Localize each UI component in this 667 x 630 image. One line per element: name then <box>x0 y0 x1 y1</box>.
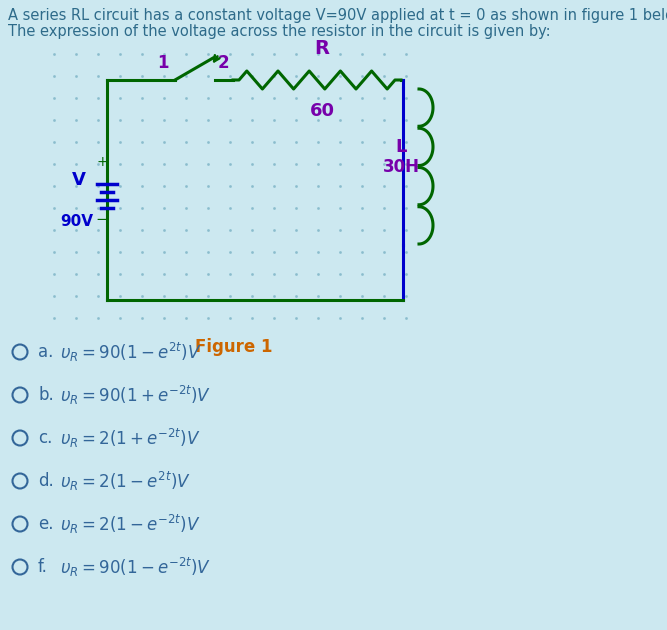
Text: 30H: 30H <box>382 159 420 176</box>
Text: b.: b. <box>38 386 54 404</box>
Text: a.: a. <box>38 343 53 361</box>
Text: −: − <box>95 212 108 227</box>
Text: V: V <box>72 171 86 189</box>
Text: 1: 1 <box>157 54 169 72</box>
Text: +: + <box>96 155 108 169</box>
Text: $\upsilon_R = 90(1 - e^{2t})V$: $\upsilon_R = 90(1 - e^{2t})V$ <box>60 340 201 364</box>
Text: e.: e. <box>38 515 53 533</box>
Text: $\upsilon_R = 2(1 - e^{-2t})V$: $\upsilon_R = 2(1 - e^{-2t})V$ <box>60 512 201 536</box>
Text: $\upsilon_R = 2(1 - e^{2t})V$: $\upsilon_R = 2(1 - e^{2t})V$ <box>60 469 191 493</box>
Text: c.: c. <box>38 429 53 447</box>
Text: Figure 1: Figure 1 <box>195 338 272 356</box>
Text: A series RL circuit has a constant voltage V=90V applied at t = 0 as shown in fi: A series RL circuit has a constant volta… <box>8 8 667 23</box>
Text: f.: f. <box>38 558 48 576</box>
Text: The expression of the voltage across the resistor in the circuit is given by:: The expression of the voltage across the… <box>8 24 551 39</box>
Text: $\upsilon_R = 90(1 - e^{-2t})V$: $\upsilon_R = 90(1 - e^{-2t})V$ <box>60 556 211 578</box>
Text: $\upsilon_R = 2(1 + e^{-2t})V$: $\upsilon_R = 2(1 + e^{-2t})V$ <box>60 427 201 450</box>
Text: $\upsilon_R = 90(1 + e^{-2t})V$: $\upsilon_R = 90(1 + e^{-2t})V$ <box>60 384 211 406</box>
Text: 2: 2 <box>217 54 229 72</box>
Text: R: R <box>315 39 329 58</box>
Text: L: L <box>396 139 407 156</box>
FancyBboxPatch shape <box>42 40 425 330</box>
Text: d.: d. <box>38 472 54 490</box>
Text: 60: 60 <box>309 102 334 120</box>
Text: 90V: 90V <box>61 214 93 229</box>
